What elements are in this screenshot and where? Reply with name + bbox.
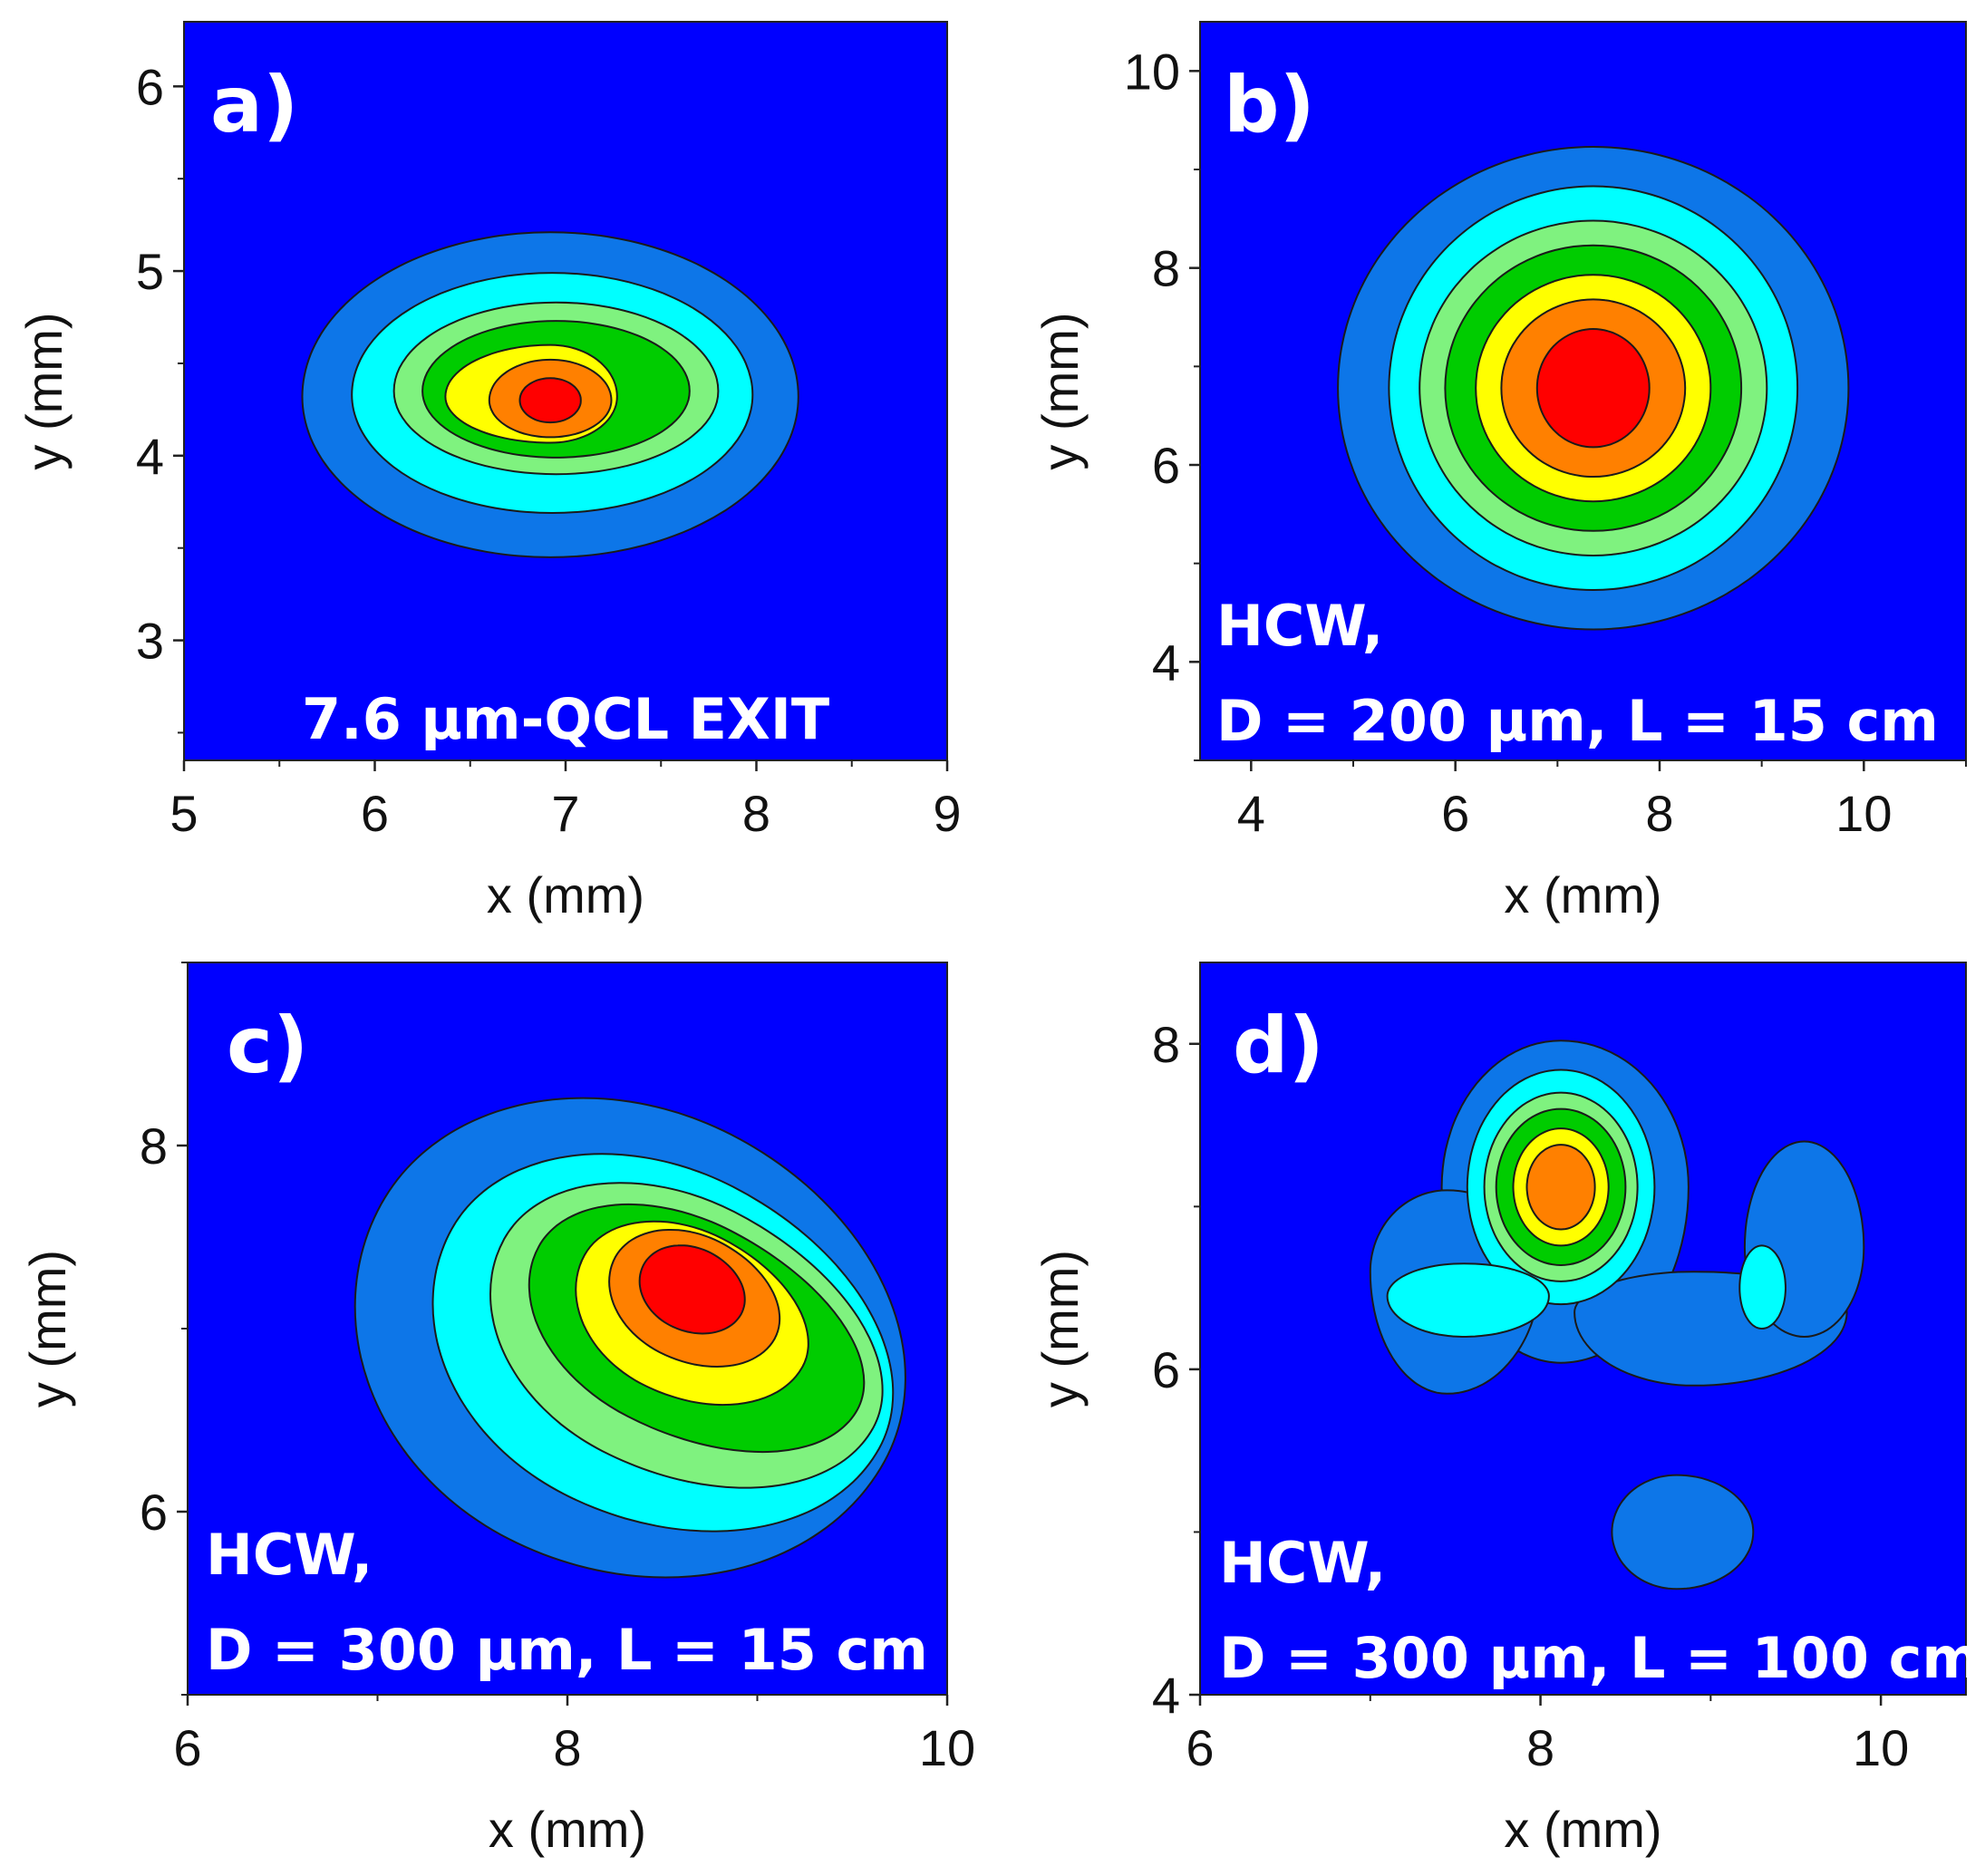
plot-frame-b [1199,21,1967,761]
panel-label-d: d) [1233,1001,1324,1091]
annotation-b-line1: HCW, [1216,593,1383,659]
ticks-c: 6 8 10 6 8 [140,962,975,1776]
y-tick-label-a: 4 [136,428,164,485]
y-tick-label-b: 4 [1152,633,1180,691]
y-tick-label-a: 3 [136,613,164,670]
contours-d [1369,1040,1865,1591]
x-tick-label-a: 5 [169,785,198,842]
contours-b [1337,145,1850,631]
x-tick-label-d: 6 [1186,1719,1214,1776]
y-tick-label-d: 6 [1152,1341,1180,1398]
y-tick-label-b: 8 [1152,240,1180,297]
y-axis-label-b: y (mm) [1031,312,1089,469]
y-tick-label-d: 8 [1152,1016,1180,1073]
x-tick-label-b: 10 [1835,785,1892,842]
y-tick-label-c: 8 [140,1117,168,1175]
x-tick-label-a: 9 [933,785,961,842]
y-tick-label-d: 4 [1152,1667,1180,1724]
x-axis-label-b: x (mm) [1504,866,1661,923]
annotation-d-line1: HCW, [1219,1530,1386,1596]
contour-d-level-2 [1738,1244,1787,1330]
contour-a-level-7 [518,377,582,424]
x-tick-label-a: 6 [361,785,389,842]
x-tick-label-c: 6 [173,1719,201,1776]
contour-b-level-7 [1535,327,1651,449]
panel-label-b: b) [1224,60,1315,150]
panel-label-a: a) [210,60,298,150]
ticks-a: 5 6 7 8 9 3 4 5 6 [136,58,962,842]
y-axis-label-a: y (mm) [15,312,73,469]
panel-c: 6 8 10 6 8 c) HCW, D = 300 μm, L = 15 cm x (… [19,962,975,1858]
y-tick-label-a: 6 [136,58,164,115]
annotation-b-line2: D = 200 μm, L = 15 cm [1216,688,1939,754]
annotation-c-line2: D = 300 μm, L = 15 cm [206,1617,928,1683]
x-axis-label-d: x (mm) [1504,1801,1661,1858]
x-tick-label-b: 4 [1237,785,1265,842]
panel-b: 4 6 8 10 4 6 8 10 b) HCW, D = 200 μm, L = 15 cm… [1031,21,1967,923]
x-tick-label-d: 8 [1526,1719,1554,1776]
y-axis-label-d: y (mm) [1031,1250,1089,1407]
contours-c [353,1097,906,1579]
panel-a: 5 6 7 8 9 3 4 5 6 a) 7.6 μm-QCL EXIT x (mm) y (m… [15,21,962,923]
y-tick-label-a: 5 [136,243,164,300]
x-tick-label-b: 8 [1645,785,1673,842]
x-tick-label-c: 10 [919,1719,975,1776]
x-axis-label-c: x (mm) [489,1801,646,1858]
annotation-c-line1: HCW, [206,1522,373,1588]
annotation-d-line2: D = 300 μm, L = 100 cm [1219,1625,1980,1691]
x-tick-label-a: 7 [551,785,579,842]
contour-d-level-6 [1525,1144,1596,1231]
y-tick-label-b: 10 [1124,43,1180,100]
y-tick-label-b: 6 [1152,437,1180,494]
contour-c-level-7 [638,1244,746,1335]
y-axis-label-c: y (mm) [19,1250,76,1407]
contour-d-level-1 [1611,1474,1755,1591]
plot-frame-d [1199,962,1967,1696]
x-tick-label-a: 8 [742,785,770,842]
y-tick-label-c: 6 [140,1484,168,1541]
ticks-b: 4 6 8 10 4 6 8 10 [1124,43,1967,842]
contour-d-level-2 [1386,1262,1550,1339]
x-tick-label-d: 10 [1853,1719,1909,1776]
x-tick-label-c: 8 [553,1719,581,1776]
x-tick-label-b: 6 [1441,785,1469,842]
panel-label-c: c) [227,1001,308,1091]
x-axis-label-a: x (mm) [487,866,644,923]
contours-a [301,231,799,558]
annotation-a-line1: 7.6 μm-QCL EXIT [302,686,829,752]
